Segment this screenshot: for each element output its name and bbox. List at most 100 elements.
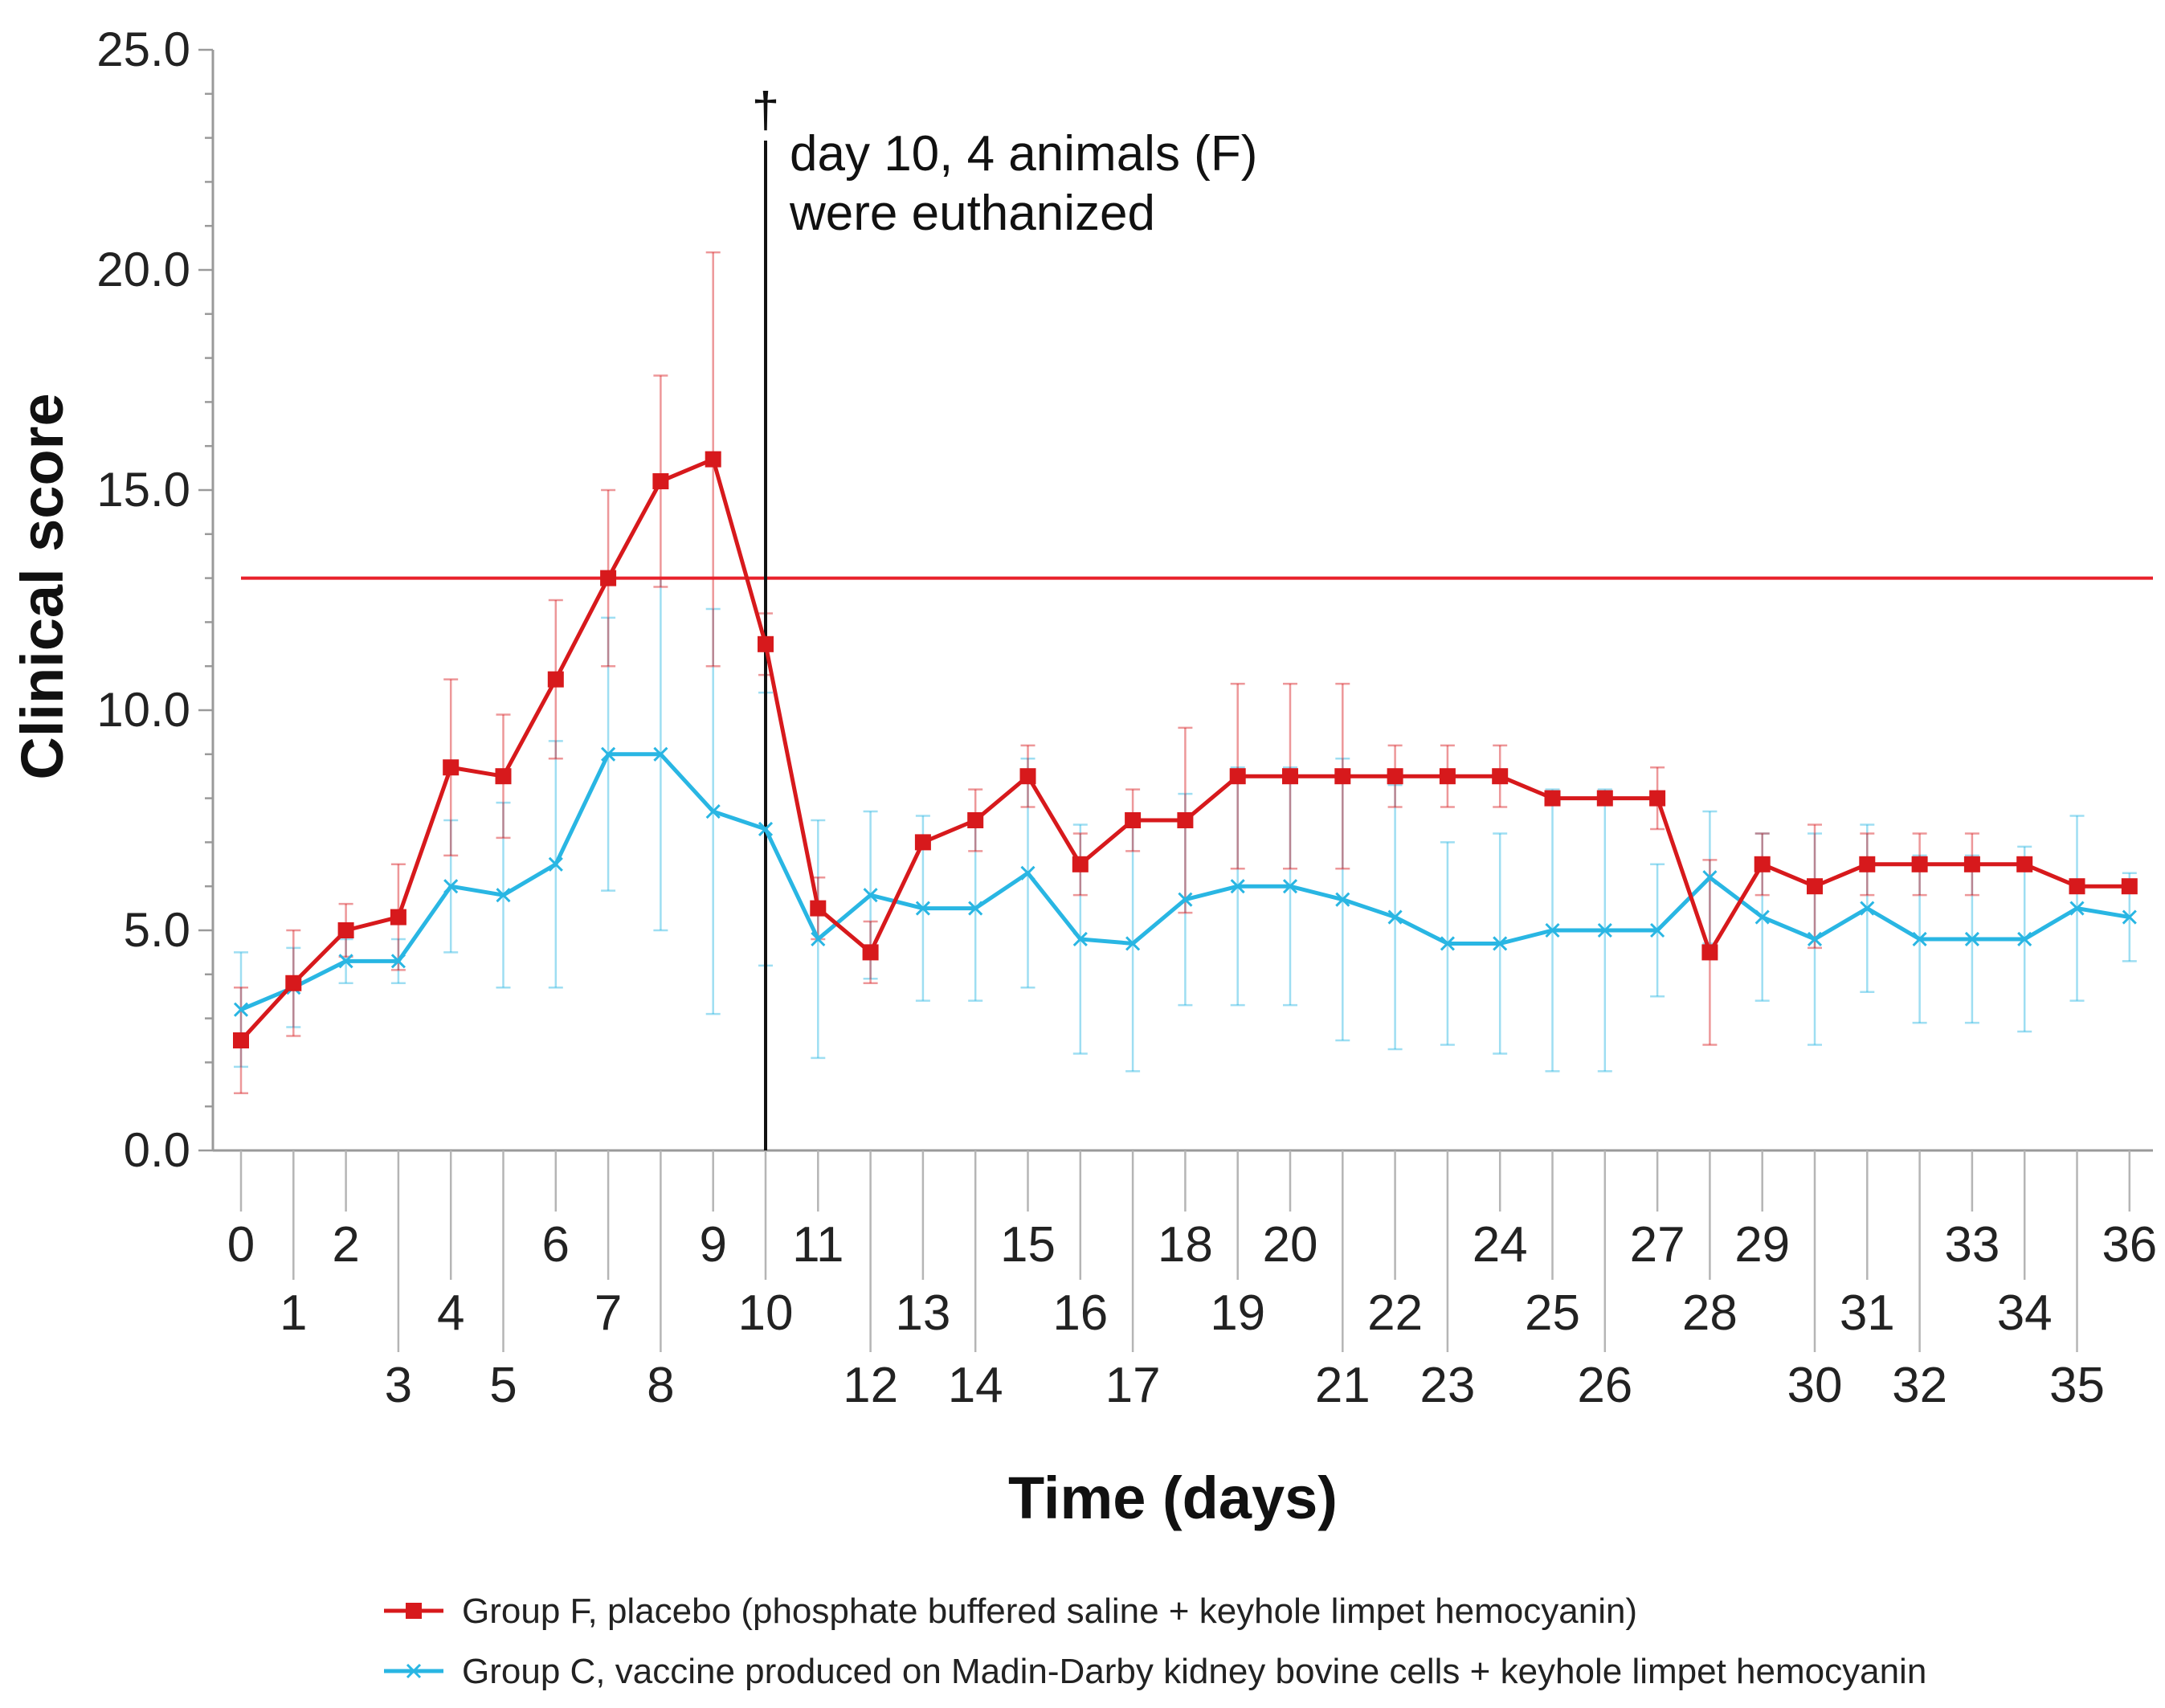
data-point	[233, 1002, 249, 1017]
data-point	[1860, 901, 1875, 916]
x-tick-label: 5	[489, 1358, 517, 1413]
x-tick-label: 28	[1682, 1285, 1738, 1341]
marker-stroke	[653, 746, 668, 762]
data-point	[2016, 856, 2033, 872]
group-c-series	[233, 746, 2137, 1017]
data-point	[653, 746, 668, 762]
legend-item-group-c: Group C, vaccine produced on Madin-Darby…	[384, 1652, 1926, 1691]
data-point	[1596, 790, 1613, 807]
data-point	[1334, 768, 1351, 785]
marker-stroke	[601, 746, 616, 762]
data-point	[1178, 892, 1193, 907]
data-point	[1859, 856, 1876, 872]
data-point	[443, 879, 459, 894]
data-point	[811, 931, 826, 947]
marker-stroke	[1020, 865, 1036, 881]
y-axis-title: Clinical score	[9, 393, 76, 779]
data-point	[1072, 856, 1089, 872]
data-point	[548, 856, 563, 872]
data-point	[863, 888, 878, 903]
legend-label-group-f: Group F, placebo (phosphate buffered sal…	[462, 1592, 1637, 1631]
data-point	[337, 922, 354, 938]
marker-stroke	[406, 1663, 422, 1679]
marker-stroke	[863, 888, 878, 903]
marker-stroke	[496, 888, 511, 903]
data-point	[1177, 812, 1194, 828]
group-f-error-bars	[234, 251, 1979, 1095]
y-tick-label: 0.0	[124, 1123, 190, 1177]
data-point	[967, 812, 984, 828]
x-tick-label: 27	[1630, 1217, 1685, 1273]
data-point	[1649, 790, 1666, 807]
group-f-series	[233, 451, 2138, 1048]
data-point	[338, 954, 353, 969]
marker-stroke	[1335, 892, 1350, 907]
data-point	[1963, 856, 1980, 872]
data-point	[810, 900, 827, 917]
x-tick-label: 34	[1997, 1285, 2053, 1341]
data-point	[1911, 856, 1928, 872]
data-point	[652, 473, 669, 490]
legend-label-group-c: Group C, vaccine produced on Madin-Darby…	[462, 1652, 1926, 1691]
x-tick-label: 12	[843, 1358, 898, 1413]
y-tick-label: 10.0	[96, 683, 190, 737]
data-point	[1701, 944, 1718, 961]
data-point	[2069, 901, 2085, 916]
y-tick-labels: 0.0 5.0 10.0 15.0 20.0 25.0	[96, 22, 190, 1177]
data-point	[1754, 909, 1770, 925]
data-point	[390, 909, 406, 926]
x-tick-label: 23	[1420, 1358, 1475, 1413]
data-point	[496, 888, 511, 903]
marker-stroke	[705, 803, 721, 819]
data-point	[285, 975, 302, 991]
data-point	[914, 834, 931, 851]
marker-stroke	[1440, 936, 1455, 951]
data-point	[1020, 865, 1036, 881]
euthanasia-marker: † day 10, 4 animals (F) were euthanized	[752, 83, 1257, 1150]
data-point	[1912, 931, 1927, 947]
y-tick-label: 20.0	[96, 243, 190, 296]
data-point	[547, 671, 564, 688]
data-point	[1964, 931, 1979, 947]
data-point	[1650, 922, 1665, 938]
marker-stroke	[1387, 909, 1403, 925]
marker-stroke	[1072, 931, 1088, 947]
data-point	[1754, 856, 1771, 872]
x-tick-label: 11	[792, 1217, 844, 1273]
x-tick-label: 35	[2049, 1358, 2105, 1413]
data-point	[2017, 931, 2032, 947]
data-point	[600, 570, 617, 586]
marker-stroke	[338, 954, 353, 969]
data-point	[1072, 931, 1088, 947]
x-tick-labels: 0123456789101112131415161718192021222324…	[227, 1217, 2158, 1413]
dagger-symbol: †	[752, 83, 779, 138]
data-point	[1229, 768, 1246, 785]
axes	[198, 48, 2153, 1352]
data-point	[862, 944, 879, 961]
legend: Group F, placebo (phosphate buffered sal…	[384, 1592, 1926, 1691]
data-point	[1125, 936, 1141, 951]
marker-stroke	[1597, 922, 1612, 938]
y-tick-label: 25.0	[96, 22, 190, 76]
marker-stroke	[390, 954, 406, 969]
x-tick-label: 26	[1577, 1358, 1632, 1413]
data-point	[601, 746, 616, 762]
x-tick-label: 10	[738, 1285, 794, 1341]
x-tick-label: 19	[1210, 1285, 1265, 1341]
data-point	[1019, 768, 1036, 785]
marker-stroke	[915, 901, 930, 916]
x-tick-label: 18	[1158, 1217, 1213, 1273]
data-point	[1493, 936, 1508, 951]
data-point	[1125, 812, 1142, 828]
data-point	[443, 759, 460, 776]
x-tick-label: 1	[280, 1285, 307, 1341]
data-point	[1387, 768, 1403, 785]
data-point	[758, 821, 774, 837]
data-point	[1545, 922, 1560, 938]
annotation-line-1: day 10, 4 animals (F)	[790, 126, 1257, 182]
data-point	[2121, 878, 2138, 895]
data-point	[1282, 768, 1298, 785]
data-point	[1282, 879, 1298, 894]
marker-stroke	[1650, 922, 1665, 938]
data-point	[705, 803, 721, 819]
